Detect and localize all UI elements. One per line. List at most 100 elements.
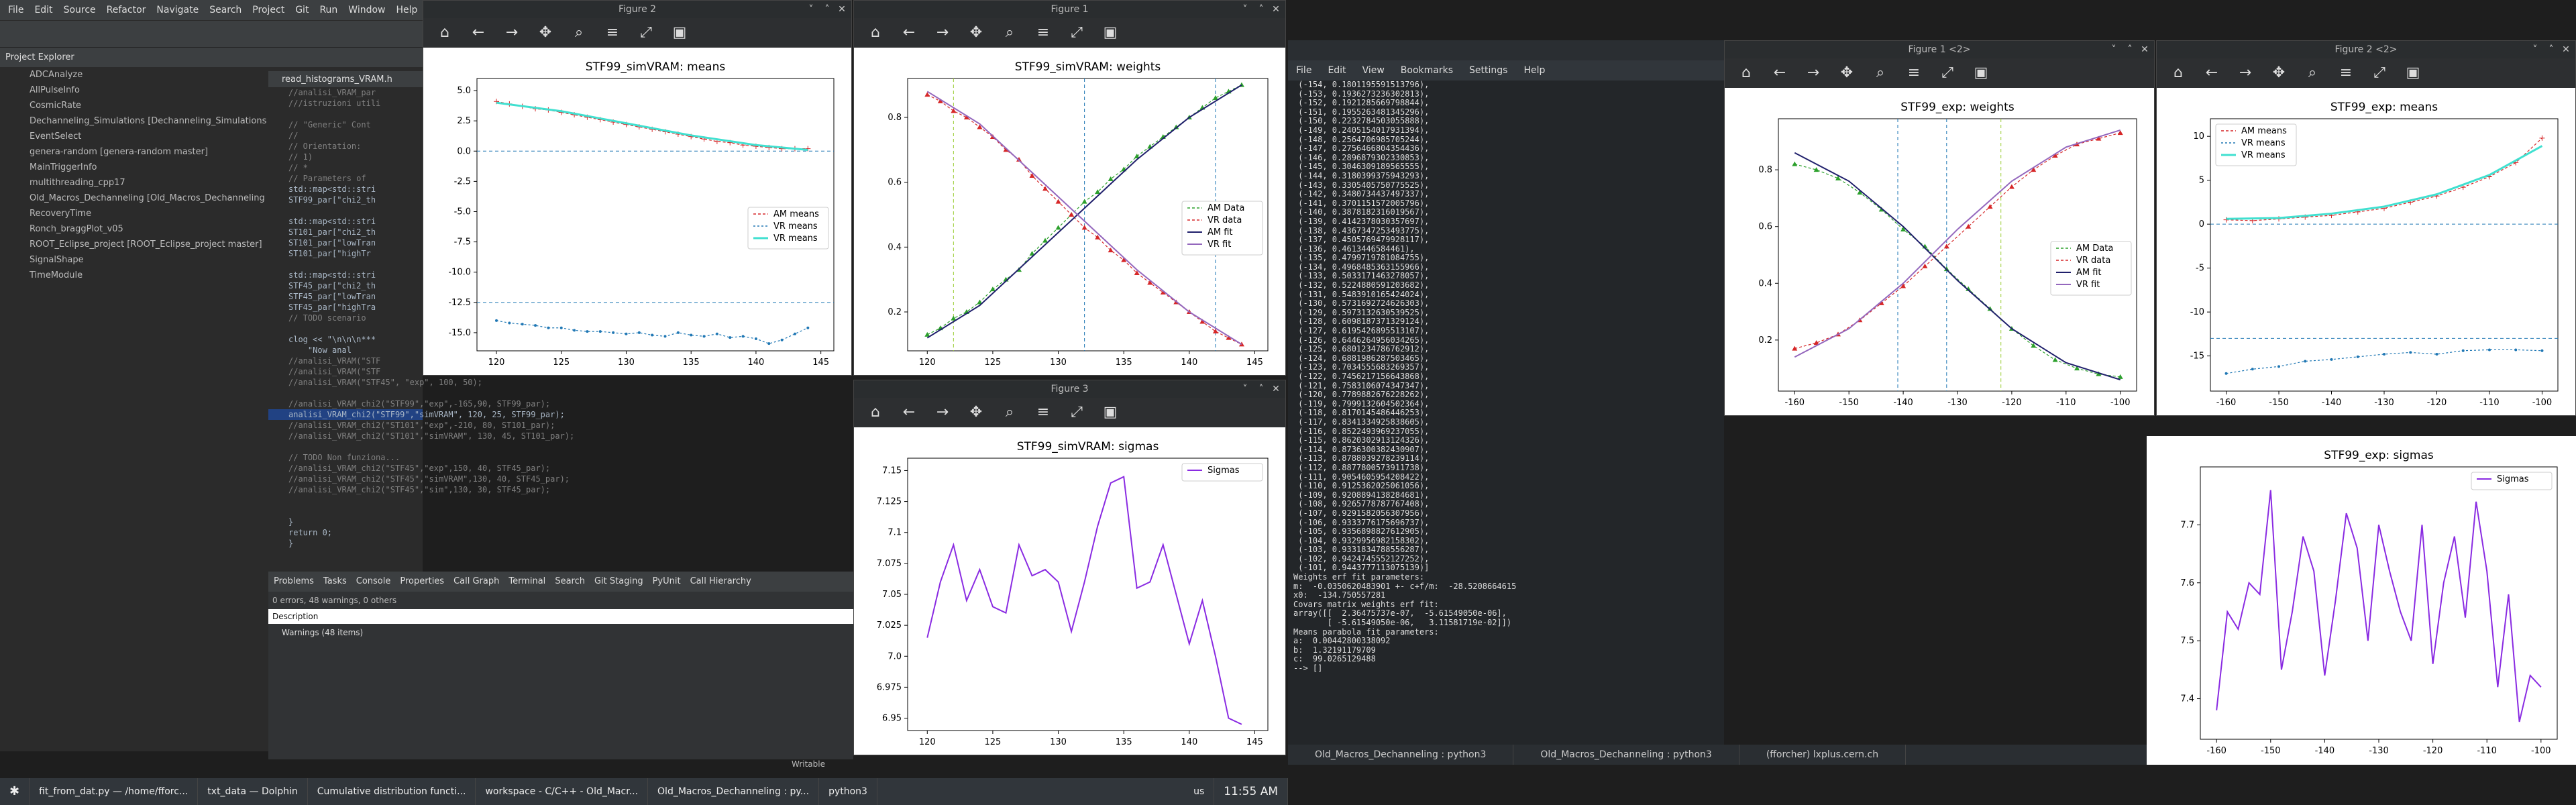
menu-item[interactable]: Source (63, 5, 96, 15)
project-item[interactable]: SignalShape (30, 255, 84, 265)
project-item[interactable]: MainTriggerInfo (30, 162, 97, 172)
zoom-icon[interactable]: ⌕ (1005, 404, 1014, 421)
minimize-icon[interactable]: ˅ (1242, 384, 1248, 394)
menu-item[interactable]: Project (252, 5, 285, 15)
edit-axes-icon[interactable]: ⤢ (640, 24, 652, 41)
project-explorer-title[interactable]: Project Explorer (5, 52, 74, 62)
editor-tab[interactable]: read_histograms_VRAM.h (282, 74, 392, 85)
back-icon[interactable]: ← (472, 24, 485, 41)
save-icon[interactable]: ▣ (1103, 24, 1118, 41)
project-item[interactable]: AllPulseInfo (30, 85, 80, 95)
konsole-tab[interactable]: Old_Macros_Dechanneling : python3 (1288, 745, 1514, 765)
forward-icon[interactable]: → (505, 24, 519, 41)
bottom-tab[interactable]: Tasks (323, 576, 347, 586)
terminal-output[interactable]: (-154, 0.1801195591513796), (-153, 0.193… (1288, 80, 1724, 745)
konsole-menu-item[interactable]: Bookmarks (1400, 65, 1454, 76)
bottom-tab[interactable]: Terminal (508, 576, 546, 586)
close-icon[interactable]: ✕ (1272, 4, 1280, 15)
save-icon[interactable]: ▣ (1974, 64, 1988, 81)
menu-item[interactable]: Git (295, 5, 309, 15)
konsole-menu-item[interactable]: File (1296, 65, 1312, 76)
home-icon[interactable]: ⌂ (2174, 64, 2183, 81)
figure-canvas[interactable]: STF99_simVRAM: sigmas 120 125 130 135 140 145 6… (854, 427, 1285, 755)
zoom-icon[interactable]: ⌕ (1005, 24, 1014, 41)
project-item[interactable]: Old_Macros_Dechanneling [Old_Macros_Dech… (30, 193, 302, 203)
forward-icon[interactable]: → (936, 404, 949, 421)
figure-canvas[interactable]: STF99_exp: means -160 -150 -140 -130 -120 -110… (2157, 88, 2575, 415)
minimize-icon[interactable]: ˅ (2532, 44, 2538, 55)
project-item[interactable]: ADCAnalyze (30, 70, 83, 80)
close-icon[interactable]: ✕ (2562, 44, 2570, 55)
menu-item[interactable]: Refactor (106, 5, 146, 15)
minimize-icon[interactable]: ˅ (2111, 44, 2116, 55)
project-item[interactable]: EventSelect (30, 131, 82, 142)
project-item[interactable]: Dechanneling_Simulations [Dechanneling_S… (30, 116, 304, 126)
edit-axes-icon[interactable]: ⤢ (1941, 64, 1953, 81)
pan-icon[interactable]: ✥ (969, 24, 983, 41)
save-icon[interactable]: ▣ (1103, 404, 1118, 421)
start-menu-icon[interactable]: ✱ (0, 778, 30, 805)
close-icon[interactable]: ✕ (2141, 44, 2149, 55)
bottom-tab[interactable]: Console (356, 576, 391, 586)
project-explorer-header[interactable]: Project Explorer (0, 47, 423, 67)
project-item[interactable]: CosmicRate (30, 101, 82, 111)
figure-canvas[interactable]: STF99_exp: sigmas -160 -150 -140 -130 -120 -11… (2147, 436, 2576, 765)
edit-axes-icon[interactable]: ⤢ (1071, 404, 1083, 421)
maximize-icon[interactable]: ˄ (1258, 4, 1264, 15)
figure-canvas[interactable]: STF99_exp: weights -160 -150 -140 -130 -120 -1… (1725, 88, 2154, 415)
figure-canvas[interactable]: STF99_simVRAM: weights 120 125 130 135 140 145… (854, 48, 1285, 375)
figure-canvas[interactable]: STF99_simVRAM: means 120 125 130 135 140 145 5.… (423, 48, 851, 375)
konsole-tab[interactable]: (fforcher) lxplus.cern.ch (1739, 745, 1907, 765)
forward-icon[interactable]: → (2239, 64, 2252, 81)
project-item[interactable]: TimeModule (30, 270, 83, 280)
configure-icon[interactable]: ≡ (1036, 404, 1050, 421)
pan-icon[interactable]: ✥ (539, 24, 552, 41)
project-item[interactable]: genera-random [genera-random master] (30, 147, 209, 157)
menu-item[interactable]: Navigate (156, 5, 199, 15)
menu-item[interactable]: File (8, 5, 24, 15)
back-icon[interactable]: ← (2205, 64, 2218, 81)
konsole-menu-item[interactable]: Edit (1328, 65, 1346, 76)
bottom-tab[interactable]: Call Hierarchy (690, 576, 751, 586)
konsole-menu-item[interactable]: View (1362, 65, 1385, 76)
taskbar-item[interactable]: python3 (819, 778, 877, 805)
bottom-tab[interactable]: Call Graph (453, 576, 500, 586)
menu-item[interactable]: Edit (34, 5, 53, 15)
close-icon[interactable]: ✕ (1272, 384, 1280, 394)
configure-icon[interactable]: ≡ (1036, 24, 1050, 41)
menu-item[interactable]: Search (209, 5, 242, 15)
maximize-icon[interactable]: ˄ (2548, 44, 2554, 55)
bottom-tab[interactable]: Search (555, 576, 585, 586)
maximize-icon[interactable]: ˄ (1258, 384, 1264, 394)
configure-icon[interactable]: ≡ (2339, 64, 2353, 81)
keyboard-layout[interactable]: us (1184, 778, 1215, 805)
project-item[interactable]: multithreading_cpp17 (30, 178, 125, 188)
description-header[interactable]: Description (268, 609, 853, 624)
maximize-icon[interactable]: ˄ (824, 4, 830, 15)
project-item[interactable]: RecoveryTime (30, 209, 92, 219)
konsole-menu-item[interactable]: Settings (1469, 65, 1508, 76)
home-icon[interactable]: ⌂ (1741, 64, 1751, 81)
home-icon[interactable]: ⌂ (871, 404, 880, 421)
taskbar-item[interactable]: workspace - C/C++ - Old_Macr... (476, 778, 649, 805)
back-icon[interactable]: ← (902, 24, 916, 41)
menu-item[interactable]: Run (319, 5, 338, 15)
edit-axes-icon[interactable]: ⤢ (1071, 24, 1083, 41)
minimize-icon[interactable]: ˅ (1242, 4, 1248, 15)
home-icon[interactable]: ⌂ (871, 24, 880, 41)
zoom-icon[interactable]: ⌕ (1876, 64, 1885, 81)
taskbar-item[interactable]: Cumulative distribution functi... (308, 778, 476, 805)
forward-icon[interactable]: → (1807, 64, 1820, 81)
bottom-tab[interactable]: Git Staging (594, 576, 643, 586)
maximize-icon[interactable]: ˄ (2127, 44, 2133, 55)
taskbar-item[interactable]: fit_from_dat.py — /home/fforc... (30, 778, 199, 805)
back-icon[interactable]: ← (902, 404, 916, 421)
zoom-icon[interactable]: ⌕ (574, 24, 584, 41)
configure-icon[interactable]: ≡ (1907, 64, 1921, 81)
edit-axes-icon[interactable]: ⤢ (2373, 64, 2385, 81)
minimize-icon[interactable]: ˅ (808, 4, 814, 15)
project-item[interactable]: Ronch_braggPlot_v05 (30, 224, 123, 234)
save-icon[interactable]: ▣ (2406, 64, 2420, 81)
warnings-item[interactable]: Warnings (48 items) (282, 628, 364, 637)
pan-icon[interactable]: ✥ (2272, 64, 2286, 81)
